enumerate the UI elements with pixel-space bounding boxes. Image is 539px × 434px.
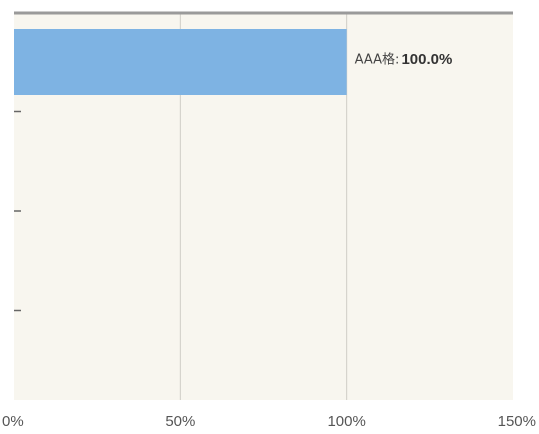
x-tick-label: 50% [165,413,195,430]
data-label-value: 100.0% [401,51,452,68]
data-label-category: AAA格: [355,52,400,68]
x-tick-label: 0% [2,413,24,430]
x-axis-tick-labels: 0% 50% 100% 150% [2,413,536,430]
bar [14,29,347,95]
category-tick-marks [14,110,21,312]
x-tick-label: 100% [327,413,365,430]
data-labels: AAA格: 100.0% [355,51,453,68]
bars [14,29,347,95]
x-tick-label: 150% [498,413,536,430]
